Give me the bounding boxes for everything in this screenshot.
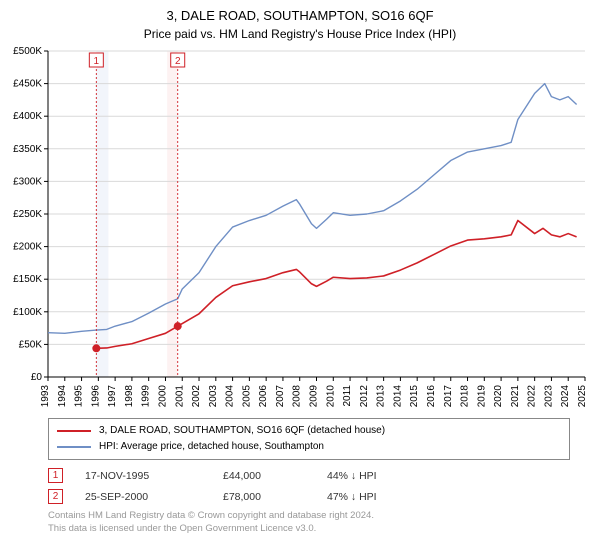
svg-text:£50K: £50K	[19, 339, 43, 350]
transaction-delta: 47% ↓ HPI	[327, 491, 447, 503]
svg-text:£150K: £150K	[13, 274, 42, 285]
chart-title-sub: Price paid vs. HM Land Registry's House …	[0, 23, 600, 47]
svg-text:£500K: £500K	[13, 47, 42, 57]
svg-text:2007: 2007	[275, 385, 286, 407]
transaction-marker-2: 2	[48, 489, 63, 504]
transaction-row: 2 25-SEP-2000 £78,000 47% ↓ HPI	[48, 489, 570, 504]
svg-text:2002: 2002	[191, 385, 202, 407]
svg-text:2001: 2001	[174, 385, 185, 407]
legend-swatch-property	[57, 430, 91, 432]
svg-text:£300K: £300K	[13, 176, 42, 187]
svg-text:2008: 2008	[292, 385, 303, 407]
svg-text:£400K: £400K	[13, 111, 42, 122]
transaction-price: £44,000	[223, 470, 327, 482]
transaction-row: 1 17-NOV-1995 £44,000 44% ↓ HPI	[48, 468, 570, 483]
legend-box: 3, DALE ROAD, SOUTHAMPTON, SO16 6QF (det…	[48, 418, 570, 460]
svg-text:1996: 1996	[90, 385, 101, 407]
svg-text:2000: 2000	[157, 385, 168, 407]
svg-text:2022: 2022	[527, 385, 538, 407]
svg-text:2012: 2012	[359, 385, 370, 407]
svg-text:2004: 2004	[225, 385, 236, 407]
svg-text:2017: 2017	[443, 385, 454, 407]
svg-text:£350K: £350K	[13, 144, 42, 155]
svg-text:2: 2	[175, 56, 181, 67]
transaction-date: 17-NOV-1995	[85, 470, 223, 482]
svg-text:2025: 2025	[577, 385, 588, 407]
svg-text:1997: 1997	[107, 385, 118, 407]
transaction-delta: 44% ↓ HPI	[327, 470, 447, 482]
svg-text:£250K: £250K	[13, 209, 42, 220]
svg-text:2011: 2011	[342, 385, 353, 407]
legend-item-hpi: HPI: Average price, detached house, Sout…	[57, 439, 561, 455]
footer-attribution: Contains HM Land Registry data © Crown c…	[48, 510, 570, 536]
svg-text:2016: 2016	[426, 385, 437, 407]
footer-line-1: Contains HM Land Registry data © Crown c…	[48, 510, 570, 523]
price-chart-svg: £0 £50K £100K £150K £200K £250K £300K £350K £400…	[0, 47, 600, 407]
svg-text:£100K: £100K	[13, 307, 42, 318]
svg-text:2003: 2003	[208, 385, 219, 407]
svg-text:1998: 1998	[124, 385, 135, 407]
svg-text:2015: 2015	[409, 385, 420, 407]
transaction-price: £78,000	[223, 491, 327, 503]
svg-text:2013: 2013	[376, 385, 387, 407]
svg-text:2020: 2020	[493, 385, 504, 407]
svg-text:2005: 2005	[241, 385, 252, 407]
svg-text:2009: 2009	[309, 385, 320, 407]
legend-item-property: 3, DALE ROAD, SOUTHAMPTON, SO16 6QF (det…	[57, 423, 561, 439]
svg-text:2006: 2006	[258, 385, 269, 407]
svg-text:1994: 1994	[57, 385, 68, 407]
svg-text:£0: £0	[31, 372, 43, 383]
svg-text:1993: 1993	[40, 385, 51, 407]
transaction-marker-1: 1	[48, 468, 63, 483]
chart-area: £0 £50K £100K £150K £200K £250K £300K £350K £400…	[0, 47, 600, 412]
svg-text:2023: 2023	[543, 385, 554, 407]
footer-line-2: This data is licensed under the Open Gov…	[48, 523, 570, 536]
transaction-date: 25-SEP-2000	[85, 491, 223, 503]
chart-title-main: 3, DALE ROAD, SOUTHAMPTON, SO16 6QF	[0, 0, 600, 23]
transactions-table: 1 17-NOV-1995 £44,000 44% ↓ HPI 2 25-SEP…	[48, 468, 570, 504]
svg-text:2014: 2014	[392, 385, 403, 407]
legend-swatch-hpi	[57, 446, 91, 448]
svg-text:1999: 1999	[141, 385, 152, 407]
svg-text:2018: 2018	[460, 385, 471, 407]
svg-text:£450K: £450K	[13, 79, 42, 90]
svg-text:2021: 2021	[510, 385, 521, 407]
svg-text:2024: 2024	[560, 385, 571, 407]
svg-text:2010: 2010	[325, 385, 336, 407]
legend-label-property: 3, DALE ROAD, SOUTHAMPTON, SO16 6QF (det…	[99, 423, 385, 439]
svg-text:1: 1	[94, 56, 100, 67]
svg-text:£200K: £200K	[13, 242, 42, 253]
legend-label-hpi: HPI: Average price, detached house, Sout…	[99, 439, 324, 455]
svg-text:1995: 1995	[74, 385, 85, 407]
svg-text:2019: 2019	[476, 385, 487, 407]
